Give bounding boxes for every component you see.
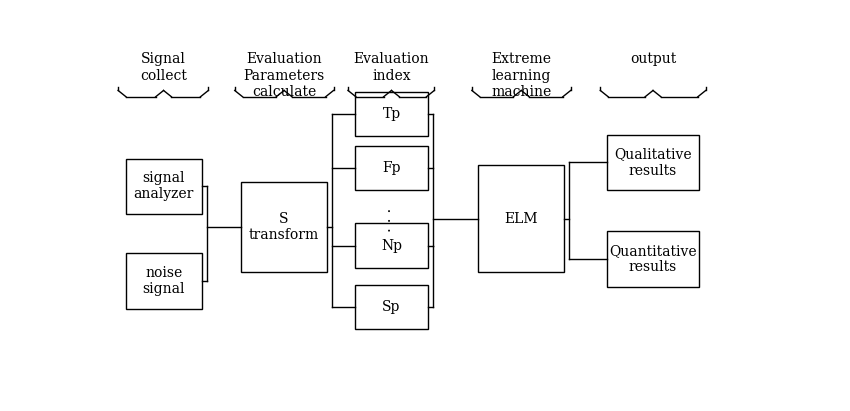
FancyBboxPatch shape — [241, 182, 327, 272]
Text: output: output — [630, 53, 676, 67]
FancyBboxPatch shape — [355, 285, 428, 329]
Text: ELM: ELM — [505, 212, 538, 226]
FancyBboxPatch shape — [355, 92, 428, 136]
FancyBboxPatch shape — [479, 165, 564, 272]
FancyBboxPatch shape — [607, 135, 699, 190]
FancyBboxPatch shape — [607, 231, 699, 287]
Text: S
transform: S transform — [249, 212, 320, 242]
Text: signal
analyzer: signal analyzer — [133, 171, 194, 201]
FancyBboxPatch shape — [126, 254, 201, 309]
FancyBboxPatch shape — [126, 159, 201, 214]
Text: Quantitative
results: Quantitative results — [609, 244, 697, 274]
Text: Qualitative
results: Qualitative results — [615, 148, 692, 178]
Text: Evaluation
index: Evaluation index — [354, 53, 429, 83]
FancyBboxPatch shape — [355, 223, 428, 268]
Text: Extreme
learning
machine: Extreme learning machine — [491, 53, 552, 99]
Text: noise
signal: noise signal — [143, 266, 185, 296]
Text: Evaluation
Parameters
calculate: Evaluation Parameters calculate — [243, 53, 325, 99]
Text: Sp: Sp — [382, 300, 400, 314]
Text: Fp: Fp — [382, 161, 400, 175]
FancyBboxPatch shape — [355, 146, 428, 190]
Text: Tp: Tp — [382, 107, 400, 121]
Text: Np: Np — [381, 238, 402, 252]
Text: · · ·: · · · — [384, 208, 399, 232]
Text: Signal
collect: Signal collect — [140, 53, 187, 83]
